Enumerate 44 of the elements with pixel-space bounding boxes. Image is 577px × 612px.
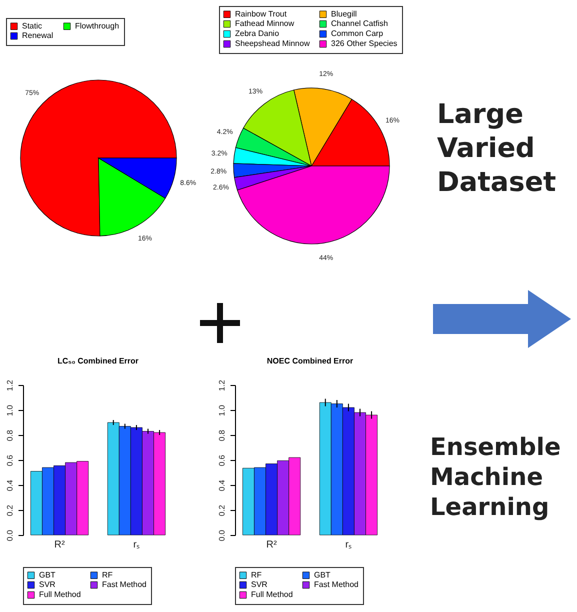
- legend-label: SVR: [251, 580, 268, 589]
- legend-label: SVR: [39, 580, 56, 589]
- y-tick-label: 1.2: [218, 379, 226, 392]
- y-tick-label: 0.2: [6, 504, 14, 516]
- chart-title: NOEC Combined Error: [266, 356, 354, 366]
- x-tick-label: rₛ: [133, 540, 140, 550]
- legend-label: GBT: [314, 570, 331, 580]
- y-tick-label: 1.0: [6, 404, 14, 416]
- legend-label: RF: [251, 570, 262, 580]
- legend-label: Rainbow Trout: [235, 9, 288, 18]
- y-tick-label: 0.6: [6, 454, 14, 466]
- x-tick-label: rₛ: [345, 540, 352, 550]
- legend-label: Flowthrough: [75, 21, 120, 30]
- y-tick-label: 0.0: [6, 529, 14, 542]
- legend-label: Fast Method: [102, 580, 146, 589]
- x-tick-label: R²: [266, 540, 278, 550]
- legend-label: Common Carp: [331, 29, 384, 38]
- legend-label: Renewal: [22, 31, 54, 40]
- pie-slice: [20, 80, 177, 236]
- legend-label: Bluegill: [331, 9, 358, 18]
- legend-label: Zebra Danio: [235, 29, 280, 38]
- y-tick-label: 0.4: [218, 479, 226, 492]
- y-tick-label: 0.8: [6, 429, 14, 442]
- legend-label: Static: [22, 21, 42, 30]
- legend-label: Full Method: [251, 590, 293, 599]
- y-tick-label: 0.2: [218, 504, 226, 516]
- text: Large Varied Dataset: [437, 98, 558, 200]
- y-tick-label: 1.2: [6, 379, 14, 392]
- y-tick-label: 0.8: [218, 429, 226, 442]
- y-tick-label: 1.0: [218, 404, 226, 416]
- legend-label: Sheepshead Minnow: [235, 39, 310, 48]
- legend-label: 326 Other Species: [331, 39, 398, 48]
- y-tick-label: 0.6: [218, 454, 226, 466]
- legend-label: Fathead Minnow: [235, 19, 294, 28]
- legend-label: RF: [102, 570, 113, 580]
- chart-title: LC₅₀ Combined Error: [57, 356, 139, 366]
- legend-label: Fast Method: [314, 580, 358, 589]
- y-tick-label: 0.0: [218, 529, 226, 542]
- y-tick-label: 0.4: [6, 479, 14, 492]
- text: Ensemble Machine Learning: [430, 432, 562, 522]
- legend-label: Full Method: [39, 590, 81, 599]
- x-tick-label: R²: [54, 540, 66, 550]
- legend-label: Channel Catfish: [331, 19, 388, 28]
- legend-label: GBT: [39, 570, 56, 580]
